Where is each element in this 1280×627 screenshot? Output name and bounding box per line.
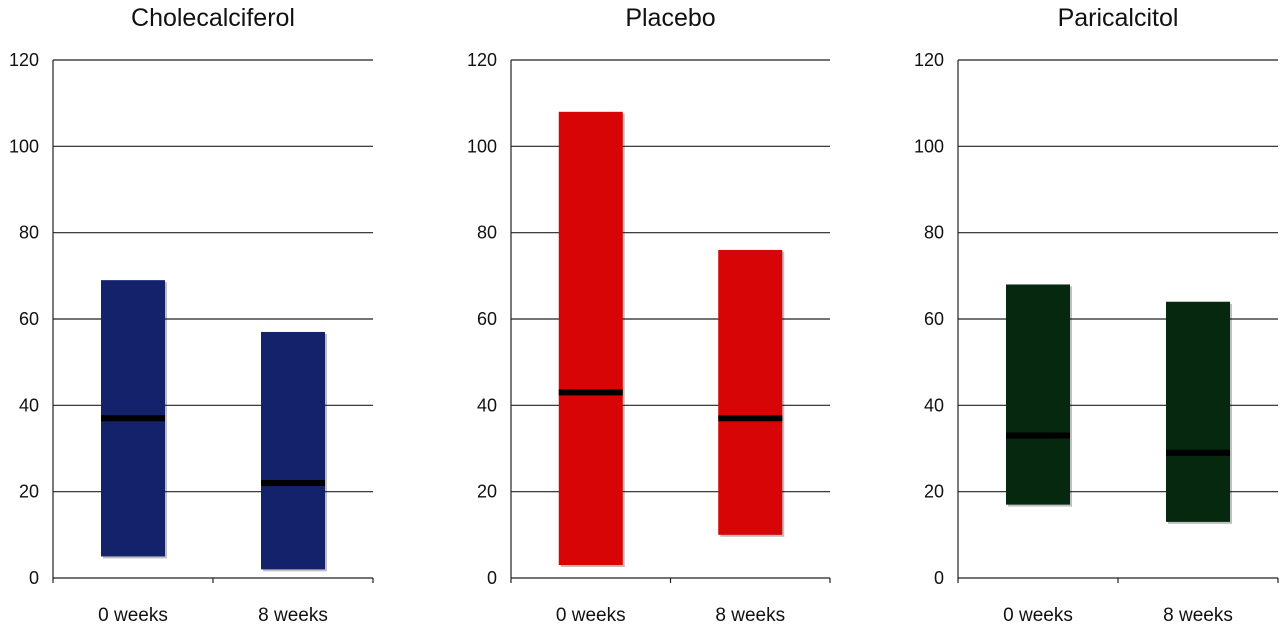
range-bar — [261, 331, 325, 570]
y-tick-label: 0 — [487, 568, 497, 588]
median-line — [558, 389, 623, 396]
y-tick-label: 20 — [19, 482, 39, 502]
y-tick-label: 80 — [19, 223, 39, 243]
y-tick-label: 20 — [477, 482, 497, 502]
y-tick-label: 120 — [467, 50, 497, 70]
y-tick-label: 60 — [924, 309, 944, 329]
y-tick-label: 40 — [477, 395, 497, 415]
y-tick-label: 40 — [19, 395, 39, 415]
x-tick-label: 0 weeks — [556, 605, 626, 626]
range-bar — [718, 249, 783, 535]
y-tick-label: 40 — [924, 395, 944, 415]
y-tick-label: 80 — [924, 223, 944, 243]
chart-title: Paricalcitol — [1058, 4, 1179, 32]
median-line — [718, 415, 783, 422]
y-tick-label: 100 — [467, 136, 497, 156]
median-line — [1166, 449, 1230, 456]
y-tick-label: 80 — [477, 223, 497, 243]
x-tick-label: 8 weeks — [715, 605, 785, 626]
y-tick-label: 100 — [914, 136, 944, 156]
median-line — [1006, 432, 1070, 439]
y-tick-label: 20 — [924, 482, 944, 502]
x-tick-label: 0 weeks — [98, 605, 168, 626]
y-tick-label: 60 — [477, 309, 497, 329]
chart-panel-2: Paricalcitol 0 20 40 60 80 100 120 0 weeks 8 week… — [914, 4, 1279, 626]
x-tick-label: 8 weeks — [1163, 605, 1233, 626]
chart-title: Cholecalciferol — [131, 4, 295, 32]
chart-panel-0: Cholecalciferol 0 20 40 60 80 100 120 0 weeks 8 w… — [9, 4, 374, 626]
range-bar — [558, 111, 623, 566]
median-line — [261, 480, 325, 487]
range-bar — [1006, 284, 1070, 505]
median-line — [101, 415, 165, 422]
y-tick-label: 120 — [9, 50, 39, 70]
y-tick-label: 100 — [9, 136, 39, 156]
x-tick-label: 0 weeks — [1003, 605, 1073, 626]
y-tick-label: 60 — [19, 309, 39, 329]
chart-title: Placebo — [625, 4, 715, 32]
y-tick-label: 0 — [934, 568, 944, 588]
y-tick-label: 120 — [914, 50, 944, 70]
chart-panel-1: Placebo 0 20 40 60 80 100 120 0 weeks 8 weeks — [467, 4, 831, 626]
x-tick-label: 8 weeks — [258, 605, 328, 626]
y-tick-label: 0 — [29, 568, 39, 588]
range-bar — [1166, 301, 1230, 522]
